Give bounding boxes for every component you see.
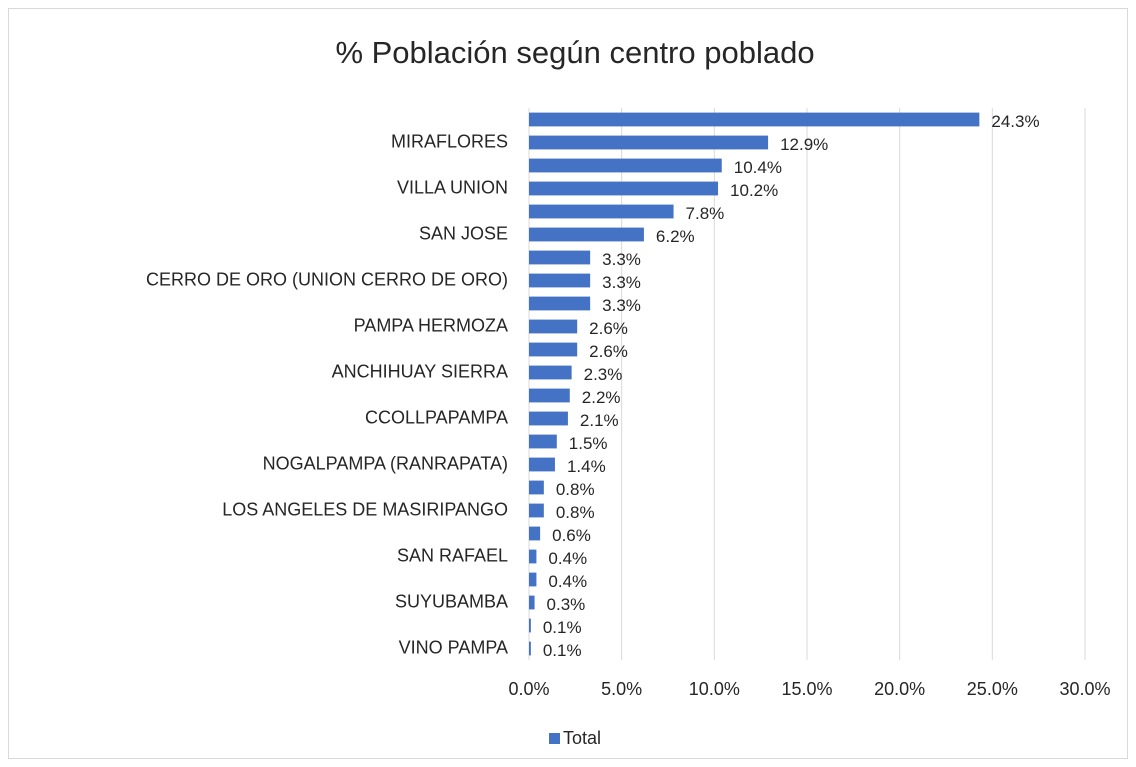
y-tick-label: LOS ANGELES DE MASIRIPANGO bbox=[222, 499, 508, 519]
value-label: 0.1% bbox=[543, 618, 582, 637]
y-tick-label: VINO PAMPA bbox=[399, 637, 508, 657]
y-tick-label: NOGALPAMPA (RANRAPATA) bbox=[263, 453, 508, 473]
y-tick-label: SAN JOSE bbox=[419, 223, 508, 243]
bar bbox=[529, 296, 591, 311]
bar bbox=[529, 503, 544, 518]
value-label: 24.3% bbox=[991, 112, 1039, 131]
value-label: 0.8% bbox=[556, 503, 595, 522]
bar bbox=[529, 480, 544, 495]
value-label: 0.4% bbox=[548, 549, 587, 568]
value-label: 2.1% bbox=[580, 411, 619, 430]
y-tick-label: MIRAFLORES bbox=[391, 131, 508, 151]
legend-label: Total bbox=[563, 728, 601, 748]
bar bbox=[529, 411, 568, 426]
bar bbox=[529, 273, 591, 288]
value-label: 3.3% bbox=[602, 273, 641, 292]
bar bbox=[529, 342, 578, 357]
value-label: 0.6% bbox=[552, 526, 591, 545]
x-tick-label: 0.0% bbox=[508, 679, 549, 699]
x-tick-label: 5.0% bbox=[601, 679, 642, 699]
bar bbox=[529, 641, 531, 656]
y-tick-label: ANCHIHUAY SIERRA bbox=[332, 361, 508, 381]
bar bbox=[529, 204, 674, 219]
value-label: 0.4% bbox=[548, 572, 587, 591]
y-tick-label: CCOLLPAPAMPA bbox=[365, 407, 508, 427]
bar bbox=[529, 319, 578, 334]
value-label: 2.6% bbox=[589, 319, 628, 338]
chart-title: % Población según centro poblado bbox=[335, 35, 814, 70]
value-label: 2.3% bbox=[584, 365, 623, 384]
value-label: 0.8% bbox=[556, 480, 595, 499]
value-label: 1.5% bbox=[569, 434, 608, 453]
y-tick-label: SUYUBAMBA bbox=[395, 591, 508, 611]
value-label: 2.2% bbox=[582, 388, 621, 407]
bar bbox=[529, 549, 537, 564]
value-label: 2.6% bbox=[589, 342, 628, 361]
value-label: 6.2% bbox=[656, 227, 695, 246]
bar bbox=[529, 227, 644, 242]
x-tick-label: 25.0% bbox=[967, 679, 1018, 699]
value-label: 10.4% bbox=[734, 158, 782, 177]
bar bbox=[529, 158, 722, 173]
bar bbox=[529, 572, 537, 587]
bar bbox=[529, 181, 719, 196]
y-tick-label: CERRO DE ORO (UNION CERRO DE ORO) bbox=[146, 269, 508, 289]
bar bbox=[529, 457, 555, 472]
bar bbox=[529, 388, 570, 403]
bar bbox=[529, 618, 531, 633]
x-tick-label: 20.0% bbox=[874, 679, 925, 699]
bar bbox=[529, 595, 535, 610]
value-label: 3.3% bbox=[602, 296, 641, 315]
bar bbox=[529, 365, 572, 380]
bar bbox=[529, 434, 557, 449]
value-label: 1.4% bbox=[567, 457, 606, 476]
x-tick-label: 15.0% bbox=[781, 679, 832, 699]
y-tick-label: PAMPA HERMOZA bbox=[354, 315, 508, 335]
chart-border bbox=[8, 8, 1128, 759]
value-label: 0.3% bbox=[547, 595, 586, 614]
x-tick-label: 10.0% bbox=[689, 679, 740, 699]
bar bbox=[529, 135, 769, 150]
y-tick-label: VILLA UNION bbox=[397, 177, 508, 197]
x-tick-label: 30.0% bbox=[1059, 679, 1110, 699]
bar bbox=[529, 250, 591, 265]
y-tick-label: SAN RAFAEL bbox=[397, 545, 508, 565]
value-label: 7.8% bbox=[686, 204, 725, 223]
bar bbox=[529, 112, 980, 127]
value-label: 10.2% bbox=[730, 181, 778, 200]
legend-swatch bbox=[549, 733, 560, 744]
bar bbox=[529, 526, 541, 541]
value-label: 0.1% bbox=[543, 641, 582, 660]
value-label: 12.9% bbox=[780, 135, 828, 154]
value-label: 3.3% bbox=[602, 250, 641, 269]
